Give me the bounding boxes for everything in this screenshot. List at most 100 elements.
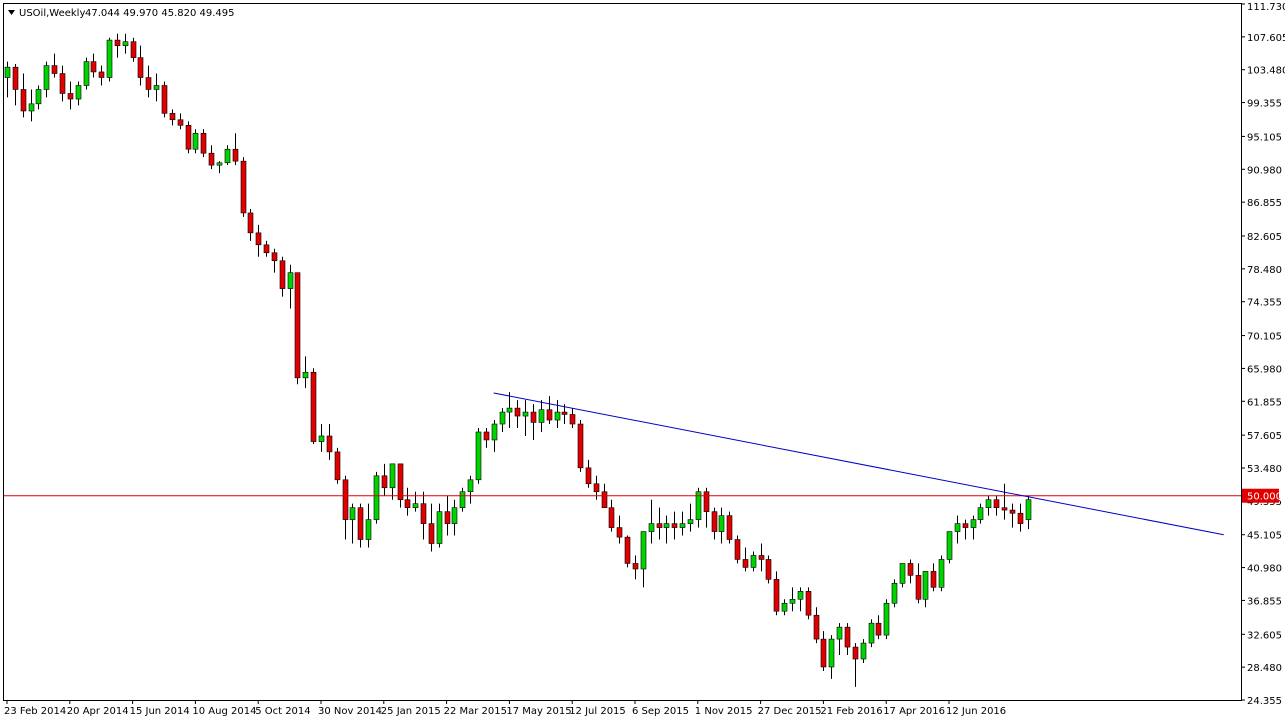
candle-body [318, 435, 325, 442]
candle-body [499, 411, 506, 425]
candle-body [294, 272, 301, 379]
candle [554, 400, 561, 429]
candle [216, 161, 223, 174]
candle [648, 499, 655, 544]
candle [130, 37, 137, 62]
candle [114, 33, 121, 58]
candle [663, 515, 670, 544]
y-tick-label: 78.480 [1247, 265, 1282, 276]
candle [852, 643, 859, 687]
candle [185, 121, 192, 154]
candle [506, 392, 513, 429]
candle-body [255, 232, 262, 246]
x-tick-label: 5 Oct 2014 [255, 706, 310, 717]
candle-body [554, 411, 561, 421]
candle [915, 563, 922, 604]
candle [789, 587, 796, 612]
candle [459, 487, 466, 512]
candle-body [663, 523, 670, 528]
candle [90, 53, 97, 78]
lines-layer [4, 392, 1241, 536]
candle-body [373, 475, 380, 520]
candle [742, 547, 749, 572]
y-tick-label: 82.605 [1247, 232, 1282, 243]
candle-body [208, 152, 215, 166]
candle-body [538, 409, 545, 423]
candle [530, 404, 537, 440]
candle-body [412, 503, 419, 508]
candle-body [240, 160, 247, 214]
candle [624, 535, 631, 568]
candle [750, 551, 757, 572]
candle [153, 73, 160, 102]
candle-body [326, 435, 333, 453]
candle-body [200, 132, 207, 154]
candle-body [750, 555, 757, 568]
candle-body [656, 523, 663, 528]
x-tick-label: 15 Jun 2014 [130, 706, 190, 717]
candle-body [428, 523, 435, 544]
candle [970, 515, 977, 540]
x-tick-label: 22 Mar 2015 [444, 706, 507, 717]
candle [389, 463, 396, 500]
candle-body [883, 602, 890, 636]
candle-body [640, 531, 647, 570]
trendline[interactable] [493, 392, 1224, 536]
x-tick-label: 21 Feb 2016 [820, 706, 882, 717]
y-tick-label: 40.980 [1247, 564, 1282, 575]
candle-body [271, 252, 278, 262]
candle [83, 57, 90, 90]
candle [522, 400, 529, 436]
candle [938, 555, 945, 592]
chart-header: USOil,Weekly 47.044 49.970 45.820 49.495 [8, 8, 235, 19]
candle-body [970, 519, 977, 528]
candle-body [836, 626, 843, 640]
candle-body [632, 563, 639, 570]
candle [695, 487, 702, 528]
candle-body [648, 523, 655, 532]
candle-body [1017, 512, 1024, 524]
candle [106, 37, 113, 82]
candle [514, 400, 521, 429]
candle-body [185, 125, 192, 150]
price-label-text: 50.000 [1247, 492, 1282, 503]
candle [43, 61, 50, 98]
candle-body [279, 260, 286, 289]
candle [711, 507, 718, 540]
candle-body [310, 371, 317, 442]
candle-body [522, 411, 529, 417]
candle [836, 623, 843, 656]
candle [773, 571, 780, 616]
candle [122, 33, 129, 54]
candle [365, 503, 372, 548]
candle-body [404, 499, 411, 508]
candle [161, 81, 168, 118]
candle [177, 113, 184, 130]
candle [12, 63, 19, 106]
candle-body [106, 39, 113, 78]
x-tick-label: 27 Dec 2015 [758, 706, 822, 717]
candle-body [954, 523, 961, 532]
candle [985, 495, 992, 516]
candle-body [593, 483, 600, 493]
candle [703, 487, 710, 528]
candle-body [247, 212, 254, 234]
candle [467, 475, 474, 504]
x-tick-label: 30 Nov 2014 [318, 706, 382, 717]
candle-body [483, 431, 490, 441]
candle-body [616, 527, 623, 538]
candle-body [577, 423, 584, 469]
candle-body [891, 583, 898, 604]
candle [318, 424, 325, 452]
collapse-triangle-icon[interactable] [8, 10, 15, 15]
candle-body [67, 93, 74, 100]
candle-body [12, 66, 19, 90]
candle [977, 503, 984, 524]
candle-body [789, 598, 796, 604]
candle [577, 420, 584, 472]
candle [35, 85, 42, 110]
candle-body [1025, 499, 1032, 520]
candle [444, 495, 451, 536]
candle [954, 515, 961, 544]
